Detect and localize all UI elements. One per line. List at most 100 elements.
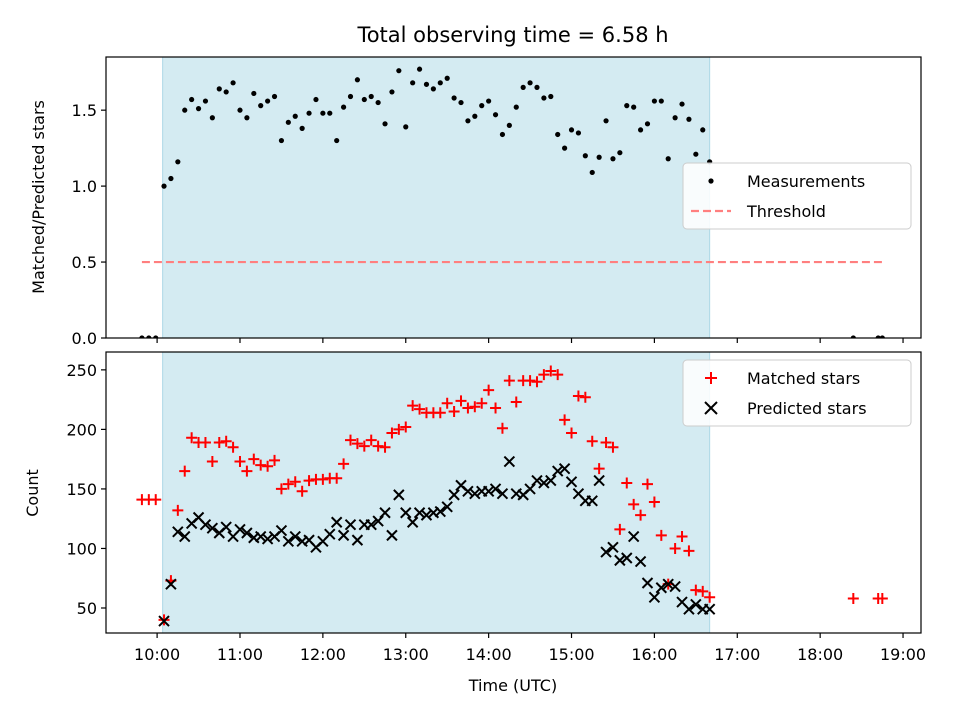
measurement-point [146, 335, 152, 338]
matched-star-point [351, 438, 363, 450]
measurement-point [700, 127, 706, 133]
matched-star-point [483, 384, 495, 396]
count-axes-frame [105, 351, 922, 634]
measurement-point [306, 110, 312, 116]
predicted-star-point [406, 516, 419, 528]
predicted-star-point [614, 554, 626, 567]
matched-star-point [303, 475, 315, 487]
predicted-star-point [413, 507, 426, 519]
matched-star-point [572, 390, 584, 402]
matched-star-point [593, 463, 605, 475]
matched-star-point [579, 391, 591, 403]
measurement-point [541, 95, 547, 101]
matched-star-point [455, 395, 467, 407]
measurement-point [368, 93, 374, 100]
matched-star-point [150, 494, 162, 506]
matched-star-point [503, 375, 515, 387]
matched-star-point [199, 436, 211, 448]
matched-star-point [614, 523, 626, 535]
measurement-point [182, 107, 188, 113]
matched-star-point [414, 403, 426, 415]
x-tick-label: 19:00 [880, 645, 926, 664]
measurement-point [161, 183, 167, 189]
predicted-star-point [372, 515, 384, 527]
measurement-point [548, 93, 554, 100]
matched-star-point [358, 440, 370, 452]
measurement-point [444, 75, 450, 81]
legend-box [682, 359, 912, 427]
ratio-y-tick-label: 0.5 [72, 253, 97, 272]
x-tick-label: 18:00 [797, 645, 843, 664]
predicted-star-point [261, 533, 274, 545]
matched-star-point [690, 584, 702, 596]
predicted-star-point [690, 598, 702, 611]
matched-star-point [697, 585, 709, 597]
matched-star-point [628, 498, 640, 510]
matched-star-point [407, 400, 419, 412]
ratio-plot-area [139, 57, 885, 338]
predicted-star-point [448, 489, 460, 501]
count-y-tick-label: 200 [66, 420, 97, 439]
legend-marker-dot [708, 178, 714, 184]
predicted-star-point [282, 535, 295, 548]
matched-star-point [552, 369, 564, 381]
measurement-point [603, 118, 609, 124]
matched-star-point [248, 453, 260, 465]
predicted-star-point [538, 477, 550, 489]
measurement-point [292, 113, 298, 119]
measurement-point [195, 106, 202, 112]
measurement-point [278, 137, 285, 144]
measurement-point [334, 137, 340, 144]
matched-star-point [220, 435, 232, 447]
x-tick-label: 16:00 [631, 645, 677, 664]
measurement-point [610, 156, 616, 162]
predicted-star-point [641, 577, 654, 589]
predicted-star-point [199, 518, 212, 531]
predicted-star-point [648, 591, 661, 603]
matched-star-point [400, 421, 412, 433]
matched-star-point [496, 422, 508, 434]
measurement-point [589, 169, 595, 176]
measurement-point [631, 104, 637, 110]
predicted-star-point [330, 516, 343, 528]
measurement-point [403, 124, 409, 130]
count-y-tick-label: 50 [77, 599, 97, 618]
count-y-tick-label: 150 [66, 480, 97, 499]
matched-star-point [275, 483, 287, 495]
predicted-star-point [703, 603, 716, 615]
count-panel: 50 100 150 200 250 Matched stars Predicted sta… [66, 351, 922, 638]
measurement-point [251, 90, 257, 97]
x-tick-label: 15:00 [548, 645, 594, 664]
measurement-point [389, 89, 395, 95]
matched-star-point [559, 414, 571, 426]
measurement-point [568, 127, 575, 133]
predicted-star-point [324, 528, 336, 540]
predicted-star-point [593, 474, 605, 487]
predicted-star-point [351, 534, 364, 546]
x-axis-label: Time (UTC) [468, 676, 557, 695]
measurement-point [189, 96, 195, 103]
measurement-point [175, 159, 181, 165]
ratio-y-tick-label: 1.0 [72, 177, 97, 196]
predicted-star-point [386, 529, 398, 542]
matched-star-point [469, 401, 481, 413]
legend-label: Threshold [746, 202, 826, 221]
measurement-point [479, 103, 485, 109]
matched-star-point [876, 592, 888, 604]
legend-label: Measurements [747, 172, 865, 191]
matched-star-point [372, 440, 384, 452]
measurement-point [492, 112, 499, 118]
predicted-star-point [545, 474, 557, 487]
matched-star-point [635, 509, 647, 521]
measurement-point [258, 103, 264, 109]
matched-star-point [847, 592, 859, 604]
measurement-point [237, 107, 243, 113]
count-series-predicted-stars [158, 455, 716, 627]
matched-star-point [179, 465, 191, 477]
predicted-star-point [627, 530, 640, 543]
predicted-star-point [655, 582, 668, 594]
measurement-point [265, 98, 271, 104]
legend-marker-x [704, 401, 718, 415]
predicted-star-point [344, 518, 357, 531]
matched-star-point [331, 472, 343, 484]
